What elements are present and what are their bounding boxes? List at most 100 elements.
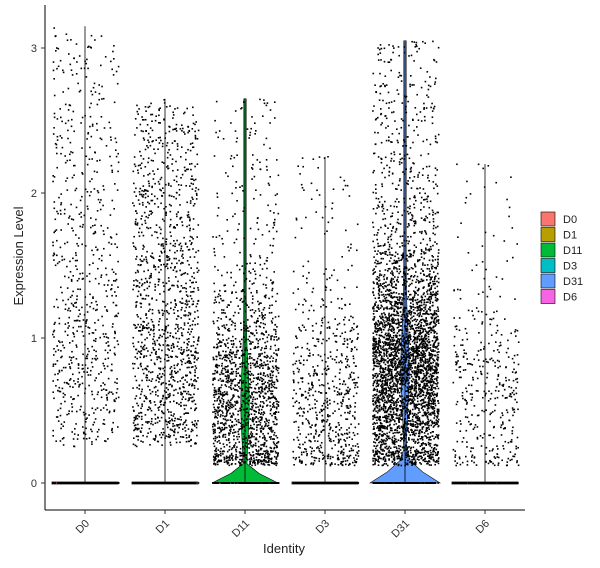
data-point: [221, 450, 224, 453]
data-point: [116, 340, 119, 342]
data-point: [259, 194, 262, 196]
data-point: [67, 327, 69, 329]
data-point: [214, 457, 216, 459]
data-point: [225, 350, 227, 353]
data-point: [311, 291, 314, 293]
data-point: [232, 412, 234, 415]
data-point: [214, 365, 217, 367]
data-point: [196, 261, 199, 264]
data-point: [115, 233, 118, 236]
data-point: [329, 463, 332, 466]
data-point: [242, 441, 244, 444]
data-point: [215, 463, 217, 465]
data-point: [235, 346, 238, 349]
data-point: [222, 380, 225, 382]
data-point: [141, 368, 144, 371]
data-point: [225, 414, 228, 416]
data-point: [167, 421, 169, 423]
data-point: [175, 438, 177, 440]
data-point: [226, 461, 228, 464]
data-point: [163, 370, 166, 372]
data-point: [269, 380, 271, 382]
data-point: [265, 104, 268, 107]
data-point: [251, 433, 254, 435]
data-point: [196, 343, 199, 346]
data-point: [179, 290, 181, 293]
data-point: [67, 109, 70, 111]
data-point: [258, 420, 260, 423]
data-point: [197, 224, 200, 226]
data-point: [222, 453, 224, 455]
data-point: [177, 431, 179, 434]
data-point: [145, 215, 147, 218]
data-point: [249, 370, 252, 373]
data-point: [351, 379, 354, 381]
data-point: [164, 330, 167, 332]
data-point: [157, 395, 159, 397]
data-point: [159, 136, 161, 139]
data-point: [169, 231, 172, 234]
data-point: [71, 227, 73, 229]
data-point: [60, 203, 62, 206]
data-point: [265, 459, 267, 462]
data-point: [242, 452, 245, 454]
data-point: [59, 341, 61, 344]
data-point: [268, 389, 271, 392]
data-point: [75, 319, 77, 322]
data-point: [270, 482, 273, 484]
data-point: [191, 188, 194, 190]
data-point: [169, 218, 172, 221]
data-point: [105, 309, 108, 311]
data-point: [259, 405, 262, 408]
data-point: [352, 415, 354, 417]
data-point: [227, 329, 230, 332]
data-point: [82, 411, 85, 414]
data-point: [223, 427, 226, 430]
data-point: [76, 410, 78, 413]
data-point: [74, 164, 76, 167]
data-point: [226, 393, 229, 396]
data-point: [136, 255, 138, 258]
data-point: [309, 355, 311, 357]
data-point: [184, 398, 187, 400]
data-point: [145, 130, 147, 132]
data-point: [212, 482, 214, 484]
data-point: [153, 148, 155, 150]
data-point: [216, 320, 219, 322]
data-point: [225, 455, 228, 458]
data-point: [139, 187, 142, 190]
data-point: [170, 307, 172, 310]
data-point: [337, 297, 339, 300]
data-point: [69, 385, 71, 388]
data-point: [66, 177, 69, 179]
data-point: [267, 482, 270, 484]
data-point: [345, 418, 347, 420]
data-point: [195, 426, 198, 429]
data-point: [272, 374, 274, 377]
data-point: [297, 412, 299, 414]
data-point: [100, 116, 103, 118]
data-point: [274, 386, 276, 389]
data-point: [196, 323, 199, 325]
data-point: [218, 234, 221, 237]
data-point: [141, 255, 143, 257]
data-point: [325, 268, 327, 270]
data-point: [217, 388, 220, 391]
data-point: [216, 196, 219, 198]
data-point: [63, 347, 66, 349]
data-point: [263, 388, 266, 391]
data-point: [253, 359, 256, 361]
data-point: [228, 375, 230, 377]
data-point: [164, 437, 166, 439]
data-point: [356, 286, 358, 288]
data-point: [146, 287, 149, 290]
data-point: [274, 416, 277, 419]
data-point: [262, 333, 264, 335]
data-point: [75, 234, 77, 236]
data-point: [111, 199, 114, 202]
data-point: [104, 367, 106, 370]
data-point: [221, 426, 223, 429]
data-point: [225, 377, 228, 380]
data-point: [114, 315, 116, 318]
